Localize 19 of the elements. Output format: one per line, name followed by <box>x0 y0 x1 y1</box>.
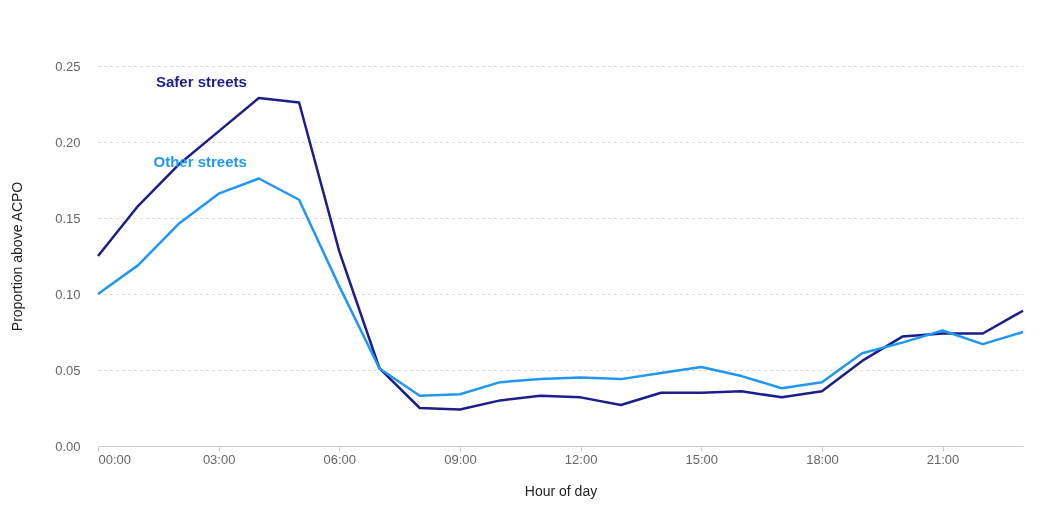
y-axis-title: Proportion above ACPO <box>9 181 26 332</box>
y-tick-label: 0.15 <box>55 210 81 226</box>
x-tick-label: 12:00 <box>564 451 598 467</box>
x-tick-label: 09:00 <box>444 451 477 467</box>
line-series <box>96 96 1025 411</box>
y-tick-label: 0.10 <box>55 286 81 302</box>
x-tick-label: 21:00 <box>926 451 960 467</box>
x-tick-label: 18:00 <box>806 451 839 467</box>
line-series <box>96 177 1025 398</box>
series-label: Safer streets <box>155 72 247 90</box>
x-tick-label: 00:00 <box>98 451 132 467</box>
y-tick-label: 0.20 <box>55 134 81 150</box>
y-tick-label: 0.00 <box>55 438 81 454</box>
y-tick-label: 0.25 <box>55 58 81 74</box>
x-tick-label: 06:00 <box>323 451 357 467</box>
y-tick-label: 0.05 <box>55 362 81 378</box>
x-axis-title: Hour of day <box>524 482 598 499</box>
x-tick-label: 03:00 <box>202 451 236 467</box>
x-tick-label: 15:00 <box>685 451 719 467</box>
